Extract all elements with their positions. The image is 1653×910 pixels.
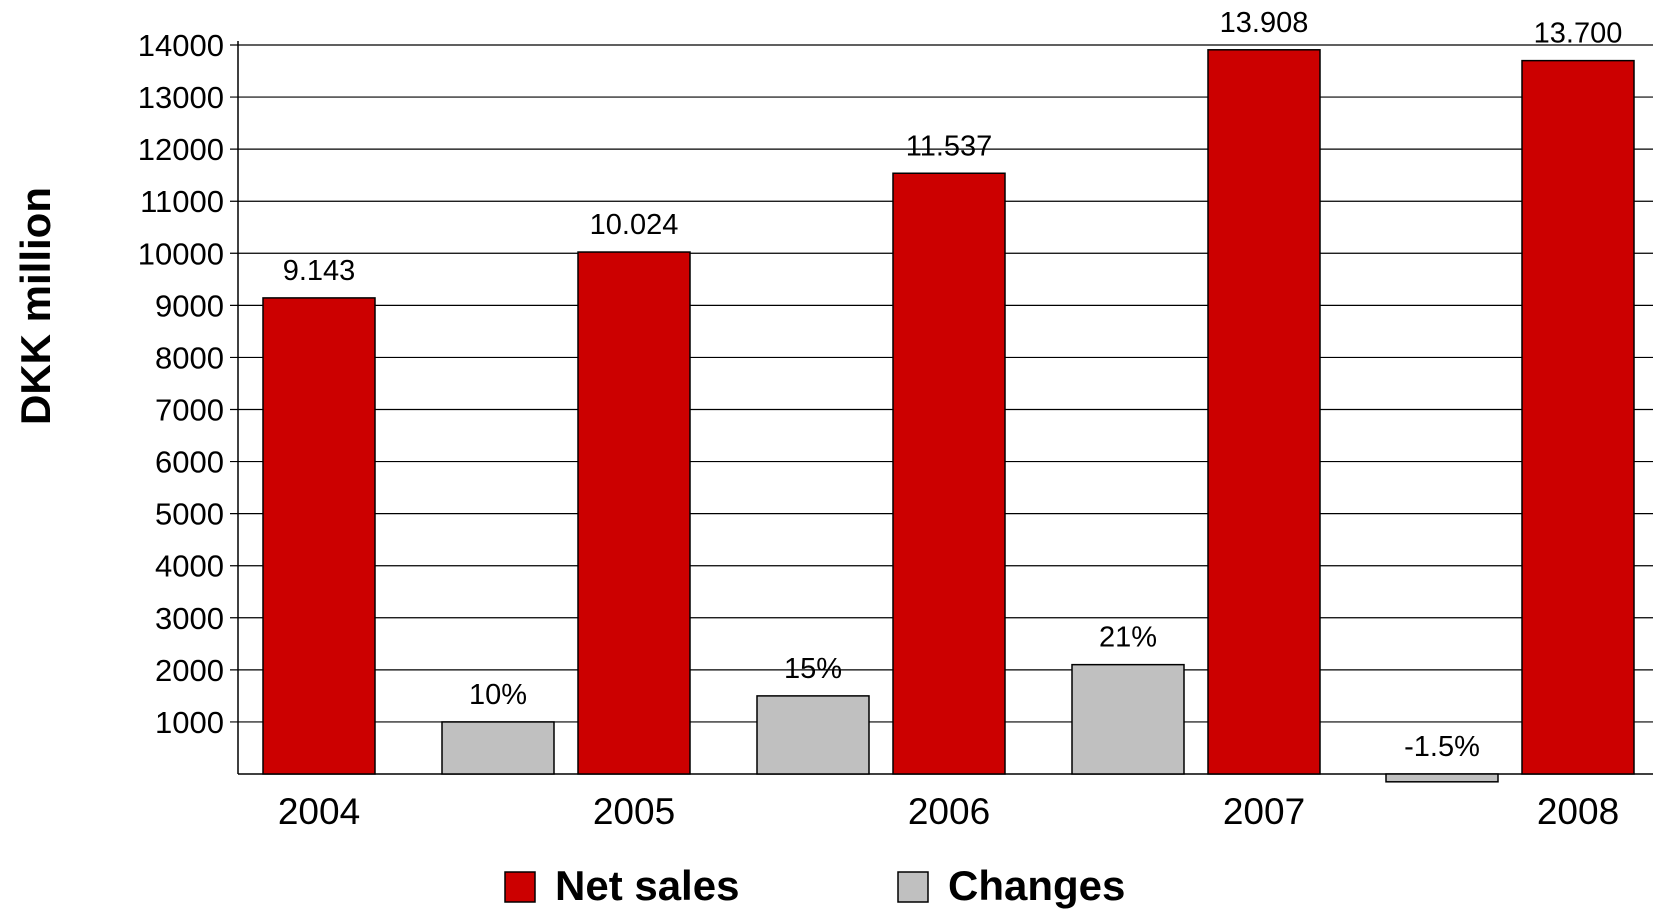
- y-axis-ticks: 1000 2000 3000 4000 5000 6000 7000 8000 9000 1000…: [138, 28, 224, 740]
- legend-label-changes: Changes: [948, 862, 1125, 909]
- y-tick-label: 3000: [155, 601, 224, 636]
- bar-net-sales: [892, 172, 1006, 775]
- data-label-changes: 15%: [784, 653, 842, 685]
- y-tick-label: 10000: [138, 236, 224, 271]
- bar-changes: [441, 721, 555, 775]
- bar-changes: [756, 695, 870, 775]
- x-tick-label: 2008: [1537, 791, 1619, 832]
- y-tick-label: 13000: [138, 80, 224, 115]
- bar-net-sales: [1521, 59, 1635, 775]
- y-tick-label: 2000: [155, 653, 224, 688]
- y-tick-label: 11000: [140, 184, 224, 219]
- y-tick-label: 1000: [155, 705, 224, 740]
- data-label-changes: 10%: [469, 679, 527, 711]
- y-tick-label: 4000: [155, 549, 224, 584]
- y-tick-label: 12000: [138, 132, 224, 167]
- x-tick-label: 2006: [908, 791, 990, 832]
- data-label-changes: -1.5%: [1404, 731, 1480, 763]
- y-tick-label: 8000: [155, 340, 224, 375]
- data-labels: 10% 15% 21% -1.5% 9.143 10.024 11.537 13.908 13.…: [283, 7, 1623, 763]
- bar-changes: [1385, 773, 1499, 783]
- bar-net-sales: [262, 297, 376, 775]
- y-tick-label: 7000: [155, 393, 224, 428]
- data-label-net-sales: 9.143: [283, 255, 356, 287]
- data-label-changes: 21%: [1099, 622, 1157, 654]
- x-tick-label: 2005: [593, 791, 675, 832]
- bars: [262, 49, 1635, 783]
- bar-net-sales: [1207, 49, 1321, 775]
- data-label-net-sales: 13.908: [1220, 7, 1309, 39]
- legend: Net sales Changes: [504, 862, 1125, 909]
- data-label-net-sales: 13.700: [1534, 18, 1623, 50]
- y-tick-label: 14000: [138, 28, 224, 63]
- y-axis-label: DKK million: [12, 187, 59, 425]
- x-tick-label: 2007: [1223, 791, 1305, 832]
- legend-label-net-sales: Net sales: [555, 862, 739, 909]
- legend-swatch-changes: [897, 871, 929, 903]
- x-axis-categories: 2004 2005 2006 2007 2008: [278, 791, 1619, 832]
- y-tick-label: 6000: [155, 445, 224, 480]
- data-label-net-sales: 10.024: [590, 209, 679, 241]
- x-tick-label: 2004: [278, 791, 360, 832]
- y-tick-label: 9000: [155, 288, 224, 323]
- legend-swatch-net-sales: [504, 871, 536, 903]
- data-label-net-sales: 11.537: [906, 130, 993, 162]
- bar-net-sales: [577, 251, 691, 775]
- y-tick-label: 5000: [155, 497, 224, 532]
- bar-changes: [1071, 663, 1185, 775]
